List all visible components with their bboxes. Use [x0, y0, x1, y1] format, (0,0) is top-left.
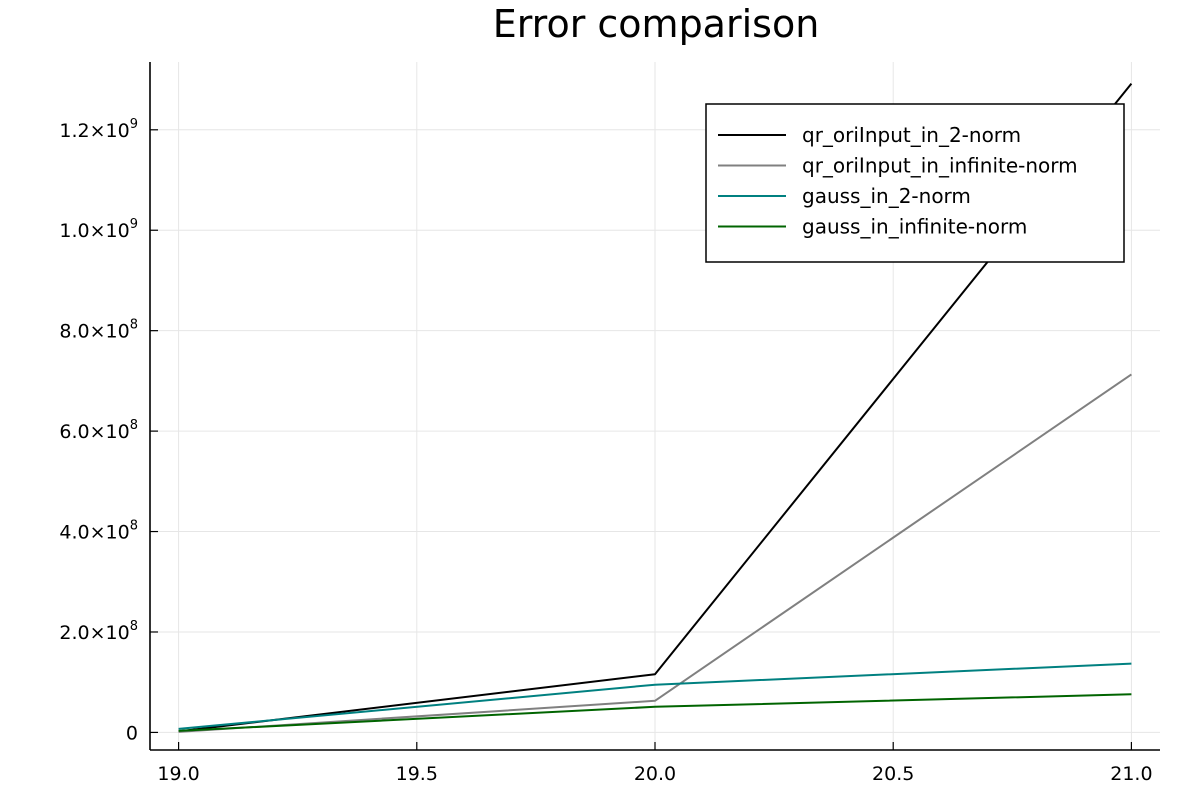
legend-box	[705, 103, 1125, 263]
y-tick-label: 4.0×108	[59, 519, 138, 544]
legend-label-gauss-in-2-norm: gauss_in_2-norm	[802, 184, 971, 208]
axes: 19.0 19.5 20.0 20.5 21.0 0 2.0×108 4.0×108 6.0×1…	[59, 62, 1160, 785]
x-tick-label: 20.5	[872, 763, 914, 785]
y-tick-label: 1.0×109	[59, 217, 138, 242]
legend-label-qr-oriinput-in-2-norm: qr_oriInput_in_2-norm	[802, 123, 1021, 147]
series-layer	[178, 82, 1133, 733]
y-tick-label: 1.2×109	[59, 117, 138, 142]
x-tick-label: 21.0	[1110, 763, 1152, 785]
y-tick-label: 8.0×108	[59, 318, 138, 343]
series-line-gauss-in-2-norm	[178, 662, 1132, 730]
y-tick-label: 0	[126, 722, 138, 744]
x-tick-label: 19.5	[396, 763, 438, 785]
x-tick-label: 20.0	[634, 763, 676, 785]
legend-label-qr-oriinput-in-infinite-norm: qr_oriInput_in_infinite-norm	[802, 154, 1078, 178]
grid-layer	[150, 62, 1160, 750]
series-line-qr-oriinput-in-2-norm	[178, 82, 1133, 733]
legend-items: qr_oriInput_in_2-norm qr_oriInput_in_infi…	[718, 123, 1078, 239]
series-line-qr-oriinput-in-infinite-norm	[178, 373, 1132, 733]
legend: qr_oriInput_in_2-norm qr_oriInput_in_infi…	[705, 103, 1125, 263]
legend-label-gauss-in-infinite-norm: gauss_in_infinite-norm	[802, 215, 1027, 239]
chart-title: Error comparison	[493, 2, 820, 46]
x-tick-label: 19.0	[157, 763, 199, 785]
y-tick-label: 6.0×108	[59, 418, 138, 443]
series-line-gauss-in-infinite-norm	[178, 693, 1132, 732]
y-tick-label: 2.0×108	[59, 619, 138, 644]
